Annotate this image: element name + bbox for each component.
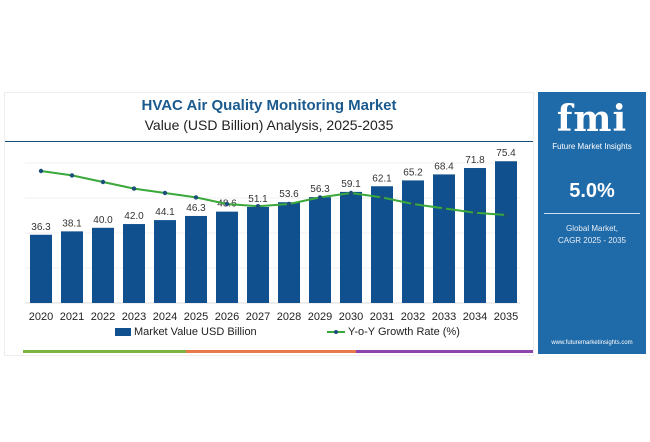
data-label: 38.1	[62, 218, 82, 229]
data-label: 59.1	[341, 179, 361, 190]
growth-point	[162, 190, 168, 196]
x-tick-label: 2030	[339, 311, 363, 323]
bar	[30, 234, 52, 303]
brand-name: Future Market Insights	[552, 142, 632, 151]
bar	[61, 231, 83, 303]
bar	[402, 180, 424, 303]
growth-point	[224, 201, 230, 207]
growth-point	[100, 179, 106, 185]
x-tick-label: 2028	[277, 311, 301, 323]
bar	[185, 215, 207, 303]
growth-point	[255, 204, 261, 209]
bar	[123, 224, 145, 303]
data-label: 62.1	[372, 173, 392, 184]
x-tick-label: 2033	[432, 311, 456, 323]
growth-point	[472, 210, 478, 215]
x-tick-label: 2031	[370, 311, 394, 323]
cagr-label-line2: CAGR 2025 - 2035	[557, 236, 627, 245]
bar	[154, 220, 176, 303]
x-tick-label: 2035	[494, 311, 518, 323]
chart-plot: 36.3 2020 38.1 2021 40.0 2022 42.0 2023 44.1 2024…	[25, 148, 520, 323]
data-label: 46.3	[186, 203, 206, 214]
data-label: 68.4	[434, 161, 454, 172]
data-label: 71.8	[465, 155, 485, 166]
data-label: 42.0	[124, 211, 144, 222]
legend-line-label: Y-o-Y Growth Rate (%)	[348, 326, 460, 338]
x-tick-label: 2026	[215, 311, 239, 323]
data-label: 53.6	[279, 189, 299, 200]
bar	[371, 186, 393, 303]
bar	[495, 161, 517, 303]
growth-point	[379, 195, 385, 200]
strip-purple	[356, 350, 533, 353]
x-tick-label: 2023	[122, 311, 146, 323]
legend-bar-swatch	[115, 328, 131, 336]
fmi-logo: fmi	[556, 98, 628, 140]
strip-orange	[186, 350, 356, 353]
strip-green	[23, 350, 186, 353]
bar	[278, 202, 300, 303]
x-tick-label: 2032	[401, 311, 425, 323]
growth-point	[286, 201, 292, 207]
cagr-value: 5.0%	[569, 180, 615, 202]
cagr-label-line1: Global Market,	[565, 224, 619, 233]
x-tick-label: 2024	[153, 311, 177, 323]
bar	[340, 191, 362, 303]
website-link[interactable]: www.futuremarketinsights.com	[551, 340, 633, 346]
growth-point	[69, 173, 75, 178]
growth-point	[503, 212, 509, 218]
data-label: 75.4	[496, 148, 516, 159]
growth-point	[410, 201, 416, 207]
bar	[216, 211, 238, 303]
growth-point	[348, 190, 354, 196]
growth-line	[40, 170, 507, 216]
chart-card: HVAC Air Quality Monitoring Market Value…	[4, 92, 534, 356]
x-tick-label: 2025	[184, 311, 208, 323]
title-divider	[5, 141, 533, 142]
data-label: 40.0	[93, 215, 113, 226]
bar	[433, 174, 455, 303]
bar	[92, 227, 114, 303]
info-panel: fmi Future Market Insights 5.0% Global M…	[538, 92, 646, 354]
data-label: 65.2	[403, 167, 423, 178]
x-tick-label: 2020	[29, 311, 53, 323]
growth-point	[441, 206, 447, 211]
bar	[247, 206, 269, 303]
x-tick-label: 2027	[246, 311, 270, 323]
x-tick-label: 2034	[463, 311, 487, 323]
x-tick-label: 2029	[308, 311, 332, 323]
chart-subtitle: Value (USD Billion) Analysis, 2025-2035	[144, 117, 394, 133]
growth-point	[193, 195, 199, 200]
chart-title: HVAC Air Quality Monitoring Market	[141, 97, 397, 114]
growth-point	[317, 195, 323, 200]
cagr-label: Global Market, CAGR 2025 - 2035	[538, 223, 646, 247]
x-tick-label: 2021	[60, 311, 84, 323]
bar	[309, 197, 331, 303]
growth-point	[38, 168, 44, 174]
legend-line-swatch	[327, 330, 345, 334]
legend-bar-label: Market Value USD Billion	[134, 326, 257, 338]
data-label: 56.3	[310, 184, 330, 195]
data-label: 51.1	[248, 194, 268, 205]
data-label: 36.3	[31, 222, 51, 233]
bar	[464, 168, 486, 303]
legend-bar: Market Value USD Billion	[115, 326, 257, 338]
legend-line: Y-o-Y Growth Rate (%)	[327, 326, 460, 338]
data-label: 44.1	[155, 207, 175, 218]
growth-point	[131, 186, 137, 191]
panel-divider	[544, 213, 640, 214]
x-tick-label: 2022	[91, 311, 115, 323]
